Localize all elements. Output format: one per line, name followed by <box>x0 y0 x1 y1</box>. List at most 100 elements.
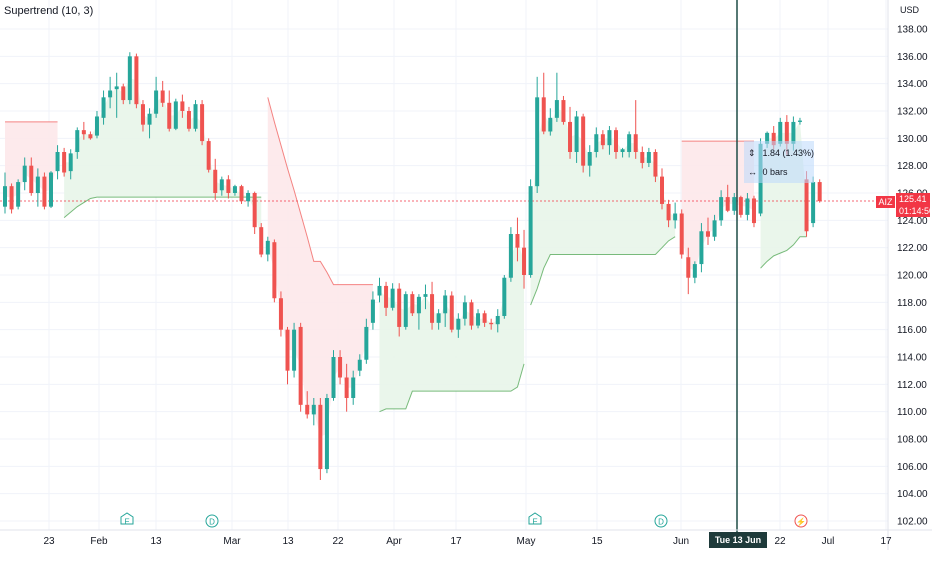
candle <box>200 100 205 146</box>
candle <box>42 172 47 210</box>
candle <box>515 217 520 262</box>
candle <box>357 354 362 377</box>
candle-body <box>751 198 756 224</box>
candle <box>476 309 481 329</box>
candle <box>423 284 428 310</box>
candle <box>443 290 448 327</box>
indicator-legend[interactable]: Supertrend (10, 3) <box>4 5 94 17</box>
candle-body <box>423 294 428 297</box>
candle <box>16 179 21 210</box>
candle-body <box>508 234 513 278</box>
candle <box>101 90 106 125</box>
candle <box>679 209 684 259</box>
candle <box>469 299 474 330</box>
x-tick-label: Mar <box>223 536 241 547</box>
candle-body <box>94 116 99 136</box>
candle-body <box>541 97 546 132</box>
candle-body <box>108 90 113 98</box>
candle-body <box>193 104 198 129</box>
candle-body <box>765 132 770 144</box>
candle-body <box>305 404 310 415</box>
measure-change: 1.84 (1.43%) <box>762 148 815 158</box>
candle-body <box>134 56 139 105</box>
dividend-icon <box>654 514 668 528</box>
candle-body <box>705 231 710 237</box>
candle-body <box>154 90 159 114</box>
candle-body <box>712 220 717 237</box>
currency-label: USD <box>900 5 920 15</box>
candle-body <box>259 227 264 255</box>
candle <box>167 90 172 132</box>
candle <box>344 363 349 412</box>
candle-body <box>370 299 375 323</box>
candle <box>364 318 369 364</box>
event-marker-dividend[interactable]: D <box>205 514 219 528</box>
candle-body <box>581 116 586 166</box>
candle-body <box>548 117 553 132</box>
candle <box>88 131 93 140</box>
x-tick-label: 22 <box>774 536 786 547</box>
candle-body <box>640 152 645 163</box>
candle <box>811 176 816 228</box>
candle <box>370 291 375 330</box>
bar-countdown: 01:14:50 <box>899 206 932 216</box>
x-tick-label: 17 <box>880 536 892 547</box>
candle-body <box>489 322 494 325</box>
candle <box>535 76 540 193</box>
event-marker-label: E <box>124 518 129 527</box>
candle-body <box>436 313 441 323</box>
event-marker-earnings[interactable]: E <box>528 512 542 527</box>
candle <box>751 195 756 228</box>
candle-body <box>502 277 507 316</box>
event-marker-split[interactable]: ⚡ <box>794 514 808 528</box>
candle <box>140 100 145 132</box>
candle <box>29 157 34 196</box>
supertrend-up-line <box>530 236 676 306</box>
candle-body <box>226 179 231 193</box>
y-tick-label: 102.00 <box>897 517 928 528</box>
candle-body <box>443 295 448 314</box>
candle-body <box>298 326 303 405</box>
candle-body <box>29 165 34 193</box>
candle <box>725 184 730 213</box>
candle <box>495 309 500 333</box>
candle-body <box>114 86 119 90</box>
candle <box>68 149 73 180</box>
candle-body <box>469 302 474 326</box>
y-tick-label: 118.00 <box>897 298 927 309</box>
candle-body <box>324 398 329 470</box>
event-marker-earnings[interactable]: E <box>120 512 134 527</box>
candle <box>305 391 310 419</box>
candle-body <box>554 100 559 118</box>
event-marker-dividend[interactable]: D <box>654 514 668 528</box>
candle <box>482 310 487 327</box>
x-tick-label: Feb <box>90 536 108 547</box>
candle <box>719 190 724 226</box>
chart-area[interactable]: 138.00136.00134.00132.00130.00128.00126.… <box>0 0 932 550</box>
supertrend-up-fill <box>530 108 676 306</box>
price-axis[interactable]: 138.00136.00134.00132.00130.00128.00126.… <box>897 25 928 528</box>
candle <box>75 127 80 159</box>
x-tick-label: May <box>517 536 536 547</box>
candle <box>134 53 139 109</box>
earnings-icon <box>528 512 542 525</box>
candle-body <box>344 377 349 398</box>
candle-body <box>732 197 737 211</box>
time-axis[interactable]: 23 Feb 13 Mar 13 22 Apr 17 May 15 Jun 22 Jul 17 <box>43 536 892 547</box>
candle <box>127 52 132 105</box>
candle-body <box>68 153 73 172</box>
candle-body <box>482 313 487 323</box>
candle <box>173 98 178 131</box>
candle-body <box>804 179 809 232</box>
candle-body <box>160 90 165 103</box>
candle-body <box>660 176 664 204</box>
candle-body <box>568 121 573 152</box>
x-tick-label: 13 <box>150 536 162 547</box>
candle-body <box>331 357 336 398</box>
y-tick-label: 124.00 <box>897 216 928 227</box>
candle <box>797 117 802 125</box>
x-tick-label: 17 <box>450 536 462 547</box>
candle <box>561 95 566 125</box>
candle <box>239 184 244 204</box>
price-chart[interactable]: 138.00136.00134.00132.00130.00128.00126.… <box>0 0 932 550</box>
